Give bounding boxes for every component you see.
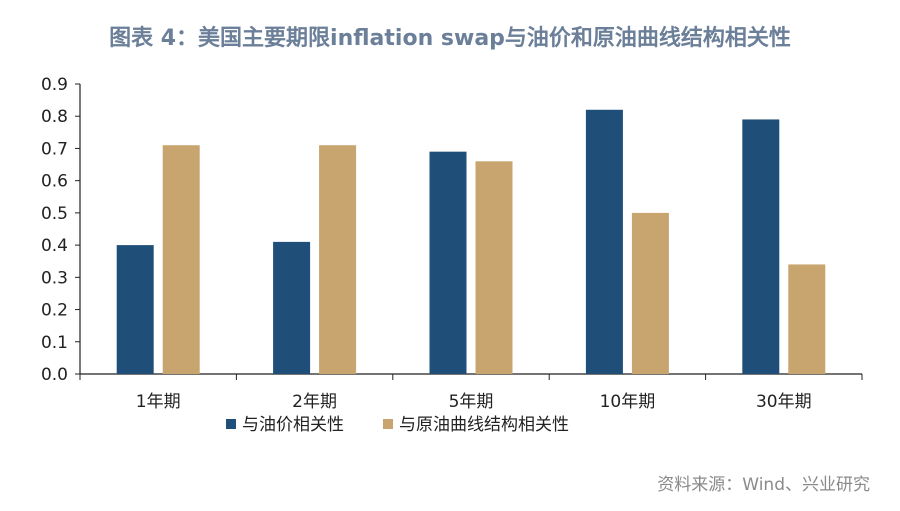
y-tick-label: 0.4 — [41, 236, 68, 256]
x-tick-label: 5年期 — [449, 392, 494, 412]
bar-curve-structure-correlation — [162, 145, 200, 374]
y-tick-label: 0.1 — [41, 333, 68, 353]
y-tick-label: 0.8 — [41, 107, 68, 127]
legend-label-oil-price: 与油价相关性 — [242, 415, 344, 435]
legend-label-curve-structure: 与原油曲线结构相关性 — [399, 415, 569, 435]
legend: 与油价相关性 与原油曲线结构相关性 — [226, 415, 569, 435]
y-tick-label: 0.3 — [41, 268, 68, 288]
bar-oil-price-correlation — [273, 241, 311, 374]
source-note: 资料来源：Wind、兴业研究 — [657, 475, 870, 495]
y-tick-label: 0.2 — [41, 301, 68, 321]
bar-curve-structure-correlation — [788, 264, 826, 374]
x-axis: 1年期 2年期 5年期 10年期 30年期 — [79, 373, 863, 412]
bar-series-group — [116, 109, 826, 375]
y-tick-label: 0.9 — [41, 75, 68, 95]
y-tick-label: 0.5 — [41, 204, 68, 224]
x-tick-label: 1年期 — [136, 392, 181, 412]
bar-oil-price-correlation — [585, 109, 623, 375]
bar-oil-price-correlation — [116, 245, 154, 374]
bar-curve-structure-correlation — [475, 161, 513, 374]
x-tick-label: 2年期 — [292, 392, 337, 412]
y-axis: 0.0 0.1 0.2 0.3 0.4 0.5 0.6 0.7 0.8 0.9 — [41, 75, 81, 385]
y-tick-label: 0.0 — [41, 365, 68, 385]
bar-curve-structure-correlation — [631, 212, 669, 374]
x-tick-label: 30年期 — [756, 392, 812, 412]
bar-oil-price-correlation — [429, 151, 467, 374]
y-tick-label: 0.7 — [41, 139, 68, 159]
legend-swatch-curve-structure — [383, 419, 393, 429]
x-tick-label: 10年期 — [600, 392, 656, 412]
y-tick-label: 0.6 — [41, 172, 68, 192]
legend-swatch-oil-price — [226, 419, 236, 429]
bar-curve-structure-correlation — [319, 145, 357, 374]
bar-oil-price-correlation — [742, 119, 780, 374]
chart-title: 图表 4：美国主要期限inflation swap与油价和原油曲线结构相关性 — [109, 26, 791, 51]
